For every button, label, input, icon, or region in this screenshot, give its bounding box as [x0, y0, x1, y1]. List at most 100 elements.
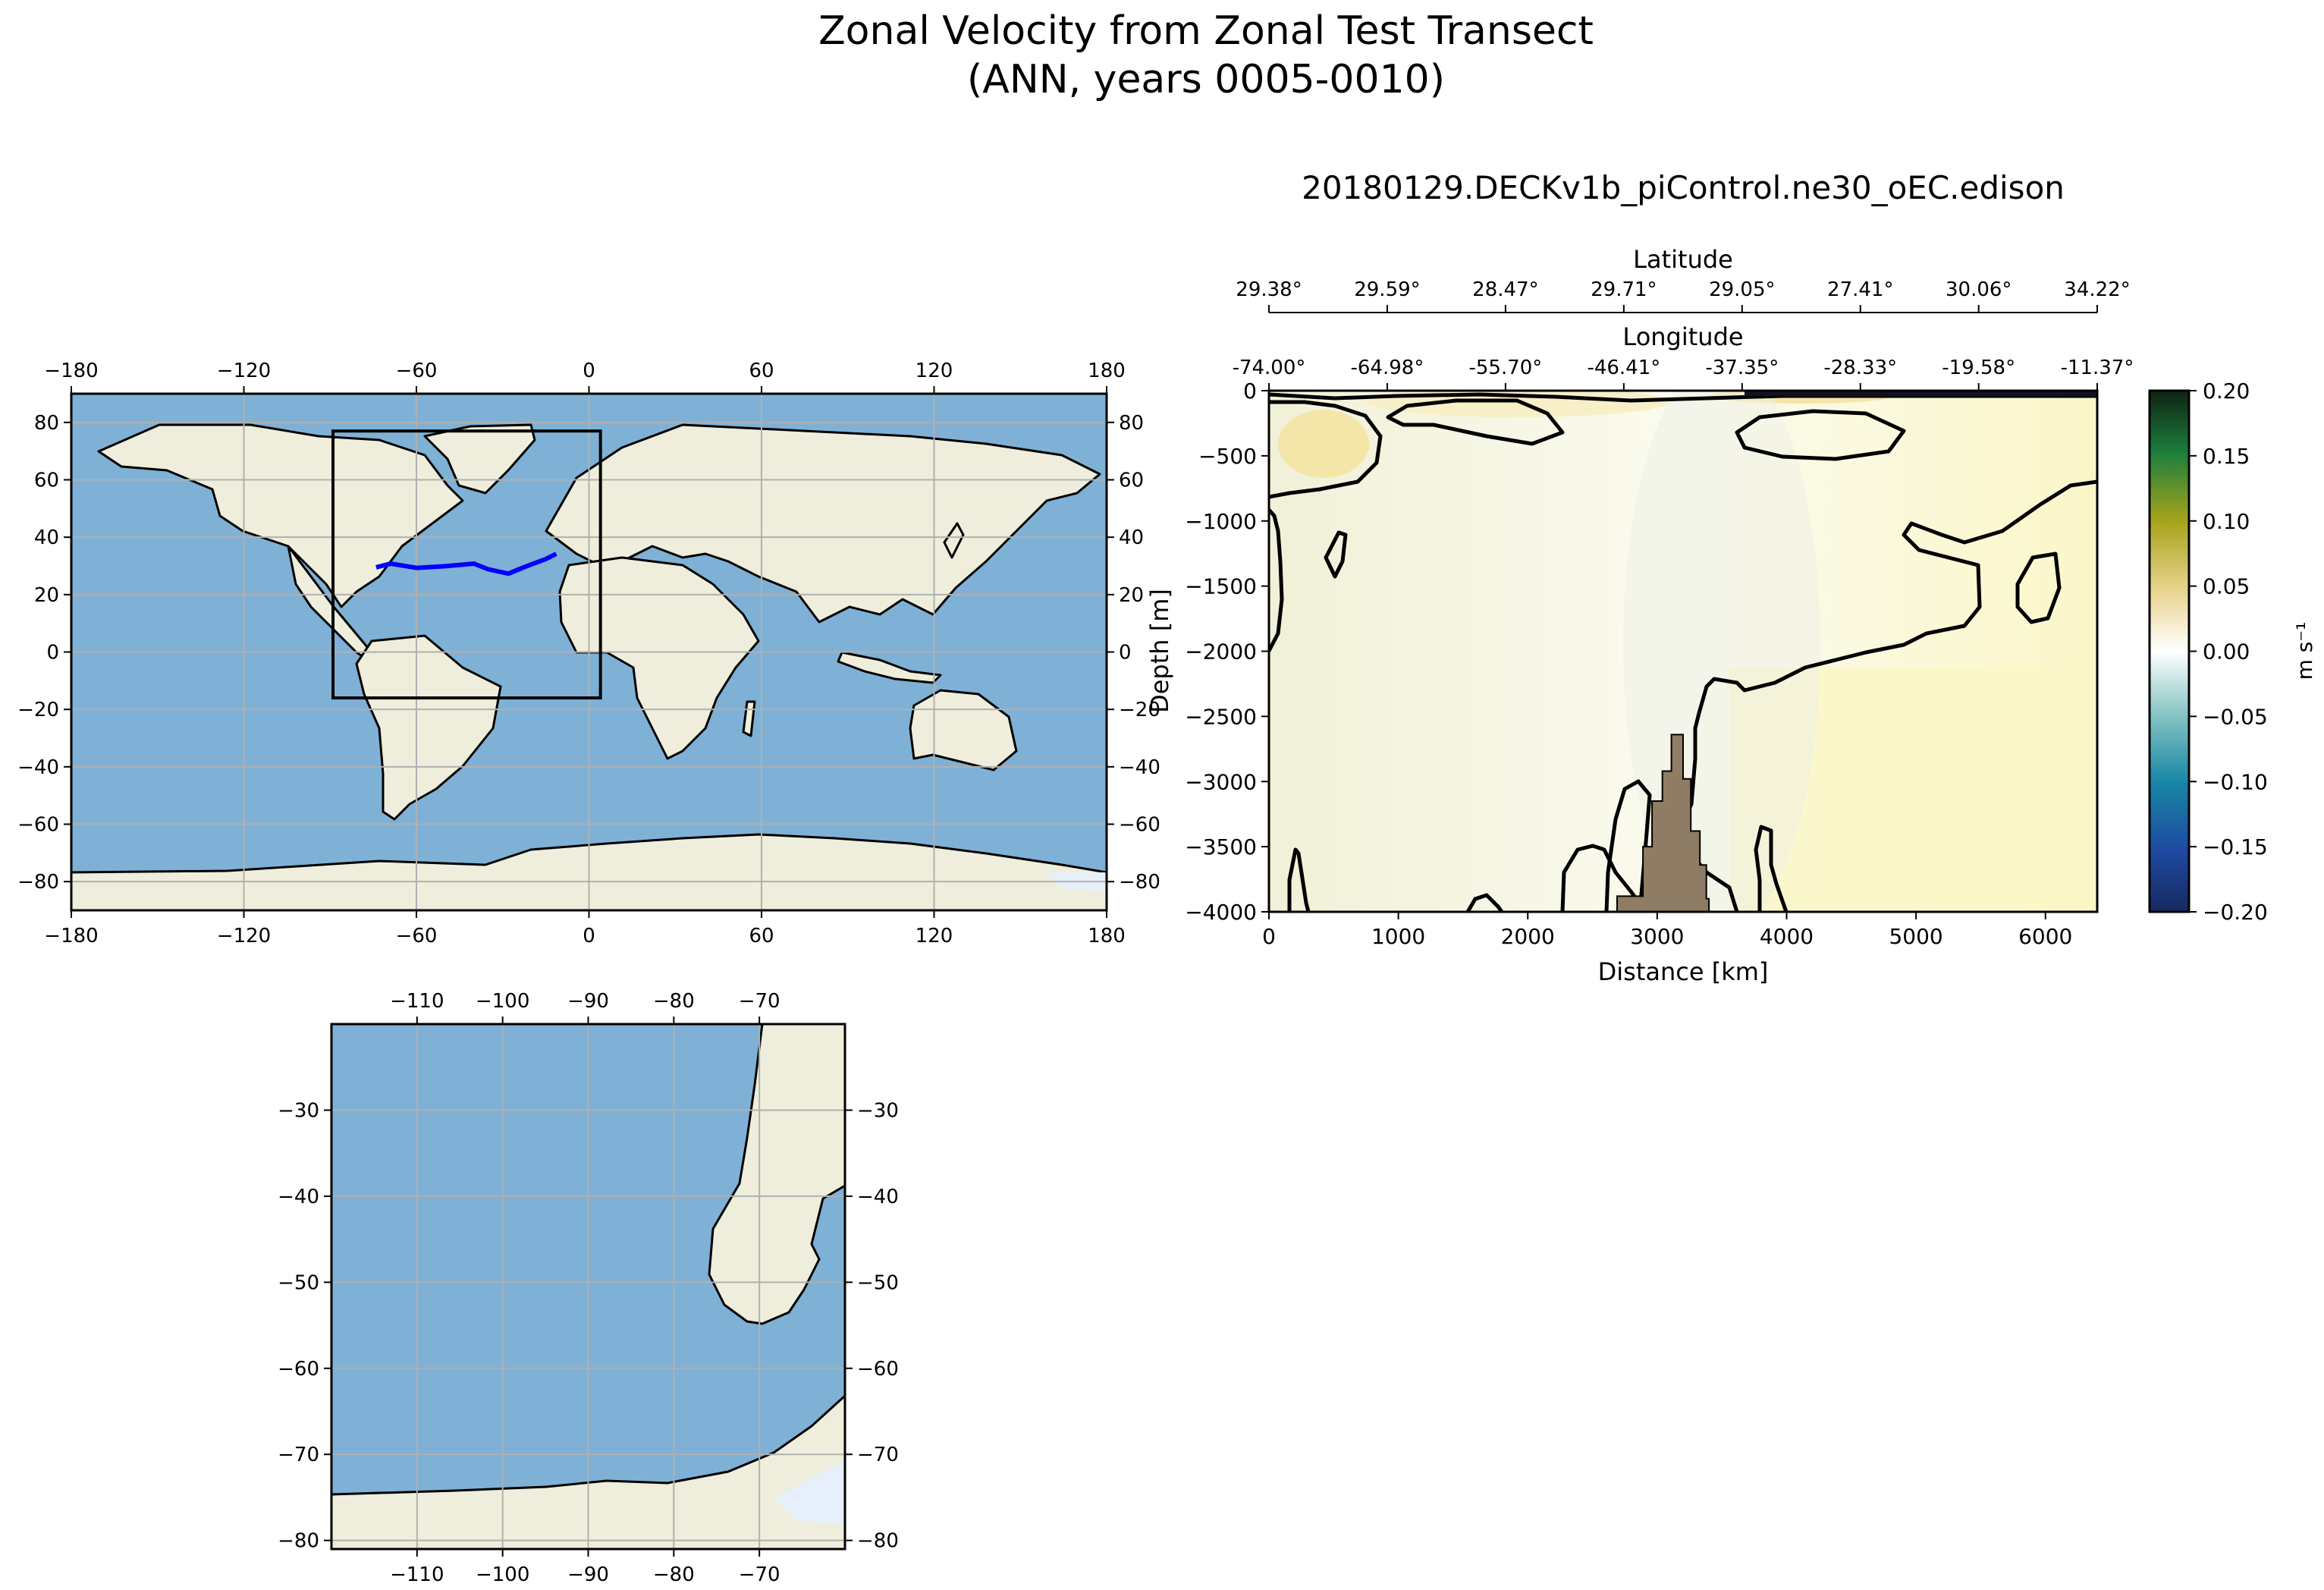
regional-xtick-label-top: −70 [739, 990, 780, 1013]
global-xtick-label-top: 120 [915, 360, 953, 382]
global-ytick-label-left: −60 [17, 814, 59, 837]
latitude-tick-label: 34.22° [2064, 278, 2130, 301]
regional-land [331, 1024, 845, 1549]
section-xtick-label: 5000 [1889, 924, 1942, 949]
global-xtick-label-bottom: 120 [915, 925, 953, 947]
longitude-axis-label: Longitude [1622, 322, 1743, 351]
regional-sea-ice [774, 1460, 845, 1525]
colorbar-tick-label: 0.00 [2203, 639, 2250, 665]
longitude-tick-label: -74.00° [1233, 357, 1306, 379]
contour-east-deep-tongue [1754, 825, 1789, 912]
contour-west-shallow [1269, 400, 1383, 499]
section-xtick-label: 4000 [1760, 924, 1814, 949]
land-chile-coast [708, 1024, 845, 1325]
section-surface-dark-band [1745, 391, 2097, 396]
section-ytick-label: −1500 [1185, 574, 1257, 599]
latitude-axis-label: Latitude [1633, 245, 1733, 274]
colorbar-ticks: 0.20 0.15 0.10 0.05 0.00 −0.05 −0.10 −0.15 −0.20 [2189, 379, 2268, 925]
global-map: −180 −180 −120 −120 −60 −60 0 0 60 60 120 120 180 180… [17, 360, 1160, 947]
regional-ytick-label-right: −40 [857, 1186, 899, 1208]
contour-east-shallow-loop [1735, 409, 1906, 461]
latitude-tick-label: 27.41° [1827, 278, 1893, 301]
regional-ytick-label-left: −40 [278, 1186, 319, 1208]
contour-seamount-flank [1604, 779, 1652, 912]
global-ytick-label-right: −60 [1119, 814, 1160, 837]
longitude-tick-label: -19.58° [1942, 357, 2015, 379]
section-xtick-label: 3000 [1630, 924, 1684, 949]
global-ytick-label-left: 80 [34, 412, 59, 435]
section-ytick-label: 0 [1243, 379, 1257, 404]
regional-ytick-label-left: −70 [278, 1444, 319, 1466]
section-ytick-label: −3000 [1185, 769, 1257, 794]
colorbar-tick-label: −0.20 [2203, 900, 2268, 925]
land-antarctic-peninsula [331, 1394, 845, 1549]
figure-title-line1: Zonal Velocity from Zonal Test Transect [818, 8, 1594, 54]
regional-xtick-label-top: −80 [653, 990, 695, 1013]
global-xtick-label-bottom: 180 [1088, 925, 1126, 947]
section-ytick-label: −500 [1198, 444, 1257, 469]
global-xtick-label-bottom: −60 [396, 925, 438, 947]
colorbar-tick-label: −0.15 [2203, 834, 2268, 859]
section-ytick-label: −2500 [1185, 704, 1257, 729]
colorbar-tick-label: 0.10 [2203, 509, 2250, 534]
global-xtick-label-top: 60 [749, 360, 774, 382]
global-map-ticks: −180 −180 −120 −120 −60 −60 0 0 60 60 120 120 180 180… [17, 360, 1160, 947]
longitude-tick-label: -64.98° [1351, 357, 1424, 379]
land-indonesia [837, 651, 942, 684]
transect-section: 0 1000 2000 3000 4000 5000 6000 0 −500 −1000 −1500… [1145, 245, 2134, 986]
regional-ytick-label-right: −50 [857, 1271, 899, 1294]
section-xtick-label: 1000 [1371, 924, 1425, 949]
global-xtick-label-bottom: −120 [217, 925, 271, 947]
global-xtick-label-bottom: 60 [749, 925, 774, 947]
land-australia [909, 689, 1018, 771]
latitude-tick-label: 29.59° [1354, 278, 1420, 301]
global-ytick-label-left: 40 [34, 526, 59, 549]
land-eurasia [545, 423, 1101, 624]
latitude-tick-label: 29.71° [1591, 278, 1657, 301]
contour-deep-west-arc [1560, 844, 1648, 912]
global-ytick-label-right: 80 [1119, 412, 1144, 435]
colorbar-tick-label: 0.05 [2203, 574, 2250, 599]
global-ytick-label-right: 20 [1119, 584, 1144, 607]
regional-xtick-label-bottom: −90 [567, 1563, 609, 1586]
regional-xtick-label-top: −100 [476, 990, 529, 1013]
colorbar: 0.20 0.15 0.10 0.05 0.00 −0.05 −0.10 −0.15 −0.20… [2148, 379, 2317, 925]
global-ytick-label-left: −20 [17, 699, 59, 721]
bathymetry-seamount [1616, 734, 1710, 912]
section-field-shallow-west [1278, 410, 1369, 478]
regional-xtick-label-bottom: −100 [476, 1563, 529, 1586]
colorbar-tick-label: 0.20 [2203, 379, 2250, 404]
section-ytick-label: −4000 [1185, 900, 1257, 925]
land-japan [943, 522, 965, 559]
section-ytick-label: −1000 [1185, 509, 1257, 534]
global-ytick-label-left: −80 [17, 871, 59, 894]
latitude-tick-label: 29.38° [1236, 278, 1302, 301]
contour-deep-mid-bump [1465, 893, 1504, 912]
global-xtick-label-top: 180 [1088, 360, 1126, 382]
colorbar-tick-label: −0.10 [2203, 769, 2268, 794]
global-ytick-label-right: −40 [1119, 756, 1160, 779]
contour-surface-loop [1386, 398, 1565, 446]
regional-ytick-label-right: −80 [857, 1530, 899, 1553]
global-xtick-label-top: −60 [396, 360, 438, 382]
global-ytick-label-left: 20 [34, 584, 59, 607]
longitude-tick-label: -37.35° [1705, 357, 1779, 379]
colorbar-tick-label: −0.05 [2203, 704, 2268, 729]
contour-west-column [1269, 508, 1284, 652]
section-xtick-label: 0 [1262, 924, 1276, 949]
section-xtick-label: 6000 [2018, 924, 2072, 949]
global-ytick-label-right: 0 [1119, 642, 1132, 665]
latitude-tick-label: 29.05° [1709, 278, 1775, 301]
section-xlabel: Distance [km] [1598, 957, 1769, 986]
longitude-tick-label: -46.41° [1587, 357, 1660, 379]
regional-xtick-label-top: −110 [390, 990, 444, 1013]
regional-gridlines [331, 1024, 845, 1549]
land-madagascar [742, 700, 756, 737]
regional-xtick-label-top: −90 [567, 990, 609, 1013]
global-ytick-label-right: 40 [1119, 526, 1144, 549]
section-ytick-label: −2000 [1185, 639, 1257, 665]
transect-line [375, 551, 557, 577]
colorbar-label: m s⁻¹ [2292, 622, 2317, 680]
global-xtick-label-bottom: 0 [583, 925, 595, 947]
